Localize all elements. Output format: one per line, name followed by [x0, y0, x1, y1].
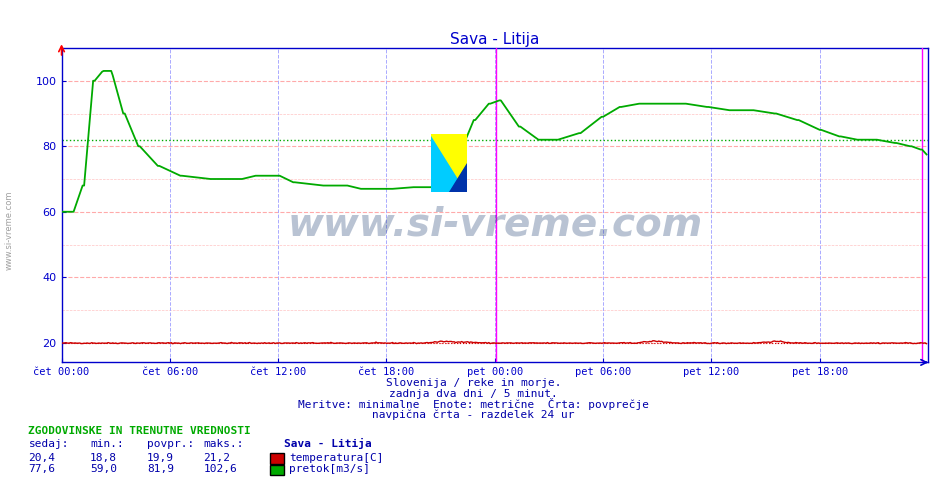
Title: Sava - Litija: Sava - Litija	[450, 32, 540, 47]
Polygon shape	[447, 160, 467, 192]
Text: 20,4: 20,4	[28, 453, 56, 463]
Text: Sava - Litija: Sava - Litija	[284, 438, 372, 449]
Text: Slovenija / reke in morje.: Slovenija / reke in morje.	[385, 378, 562, 388]
Text: 18,8: 18,8	[90, 453, 117, 463]
Text: min.:: min.:	[90, 439, 124, 449]
Text: povpr.:: povpr.:	[147, 439, 194, 449]
Text: sedaj:: sedaj:	[28, 439, 69, 449]
Text: zadnja dva dni / 5 minut.: zadnja dva dni / 5 minut.	[389, 389, 558, 399]
Text: temperatura[C]: temperatura[C]	[289, 453, 384, 463]
Text: maks.:: maks.:	[204, 439, 244, 449]
Text: www.si-vreme.com: www.si-vreme.com	[5, 191, 14, 270]
Text: Meritve: minimalne  Enote: metrične  Črta: povprečje: Meritve: minimalne Enote: metrične Črta:…	[298, 397, 649, 409]
Text: 19,9: 19,9	[147, 453, 174, 463]
Text: pretok[m3/s]: pretok[m3/s]	[289, 464, 370, 474]
Text: 81,9: 81,9	[147, 464, 174, 474]
Text: 59,0: 59,0	[90, 464, 117, 474]
Polygon shape	[431, 134, 467, 192]
Text: 77,6: 77,6	[28, 464, 56, 474]
Polygon shape	[431, 134, 467, 192]
Text: navpična črta - razdelek 24 ur: navpična črta - razdelek 24 ur	[372, 409, 575, 420]
Text: ZGODOVINSKE IN TRENUTNE VREDNOSTI: ZGODOVINSKE IN TRENUTNE VREDNOSTI	[28, 426, 251, 436]
Polygon shape	[431, 160, 451, 192]
Polygon shape	[431, 134, 467, 192]
Text: 21,2: 21,2	[204, 453, 231, 463]
Polygon shape	[449, 163, 467, 192]
Text: www.si-vreme.com: www.si-vreme.com	[287, 205, 703, 243]
Text: 102,6: 102,6	[204, 464, 238, 474]
